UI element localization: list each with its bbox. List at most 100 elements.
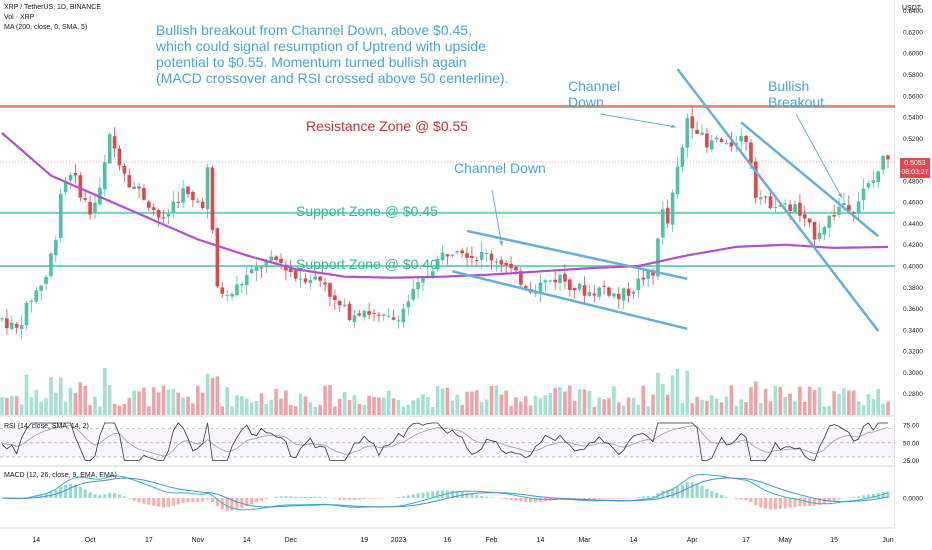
volume-bar [426,397,430,415]
volume-bar [382,397,386,415]
macd-histogram-bar [832,498,836,501]
candle-body [729,142,734,147]
volume-bar [680,403,685,415]
candle-body [421,278,425,283]
macd-histogram-bar [108,492,112,498]
candle-body [166,213,171,217]
volume-bar [88,405,92,415]
volume-bar [749,387,753,415]
volume-bar [377,397,381,415]
candle-body [156,209,161,218]
macd-histogram-bar [367,498,371,499]
price-tick-label: 0.4400 [903,221,923,228]
macd-histogram-bar [886,491,890,498]
candle-body [636,278,641,291]
macd-histogram-bar [519,498,523,502]
volume-bar [763,388,768,415]
price-tick-label: 0.3000 [903,370,923,377]
volume-bar [367,395,371,415]
volume-bar [690,403,694,415]
macd-histogram-bar [861,495,866,498]
volume-bar [631,397,636,415]
volume-bar [504,390,508,415]
volume-bar [807,386,812,415]
candle-body [494,261,499,263]
macd-histogram-bar [352,498,357,501]
volume-bar [34,389,39,415]
macd-histogram-bar [225,498,229,511]
macd-histogram-bar [406,495,410,498]
volume-bar [724,396,729,415]
volume-bar [847,390,851,415]
candle-body [293,270,298,279]
macd-histogram-bar [152,498,156,506]
bullish-breakout-label: Bullish Breakout [768,78,825,110]
candle-body [641,277,646,280]
resistance-zone-line [0,104,895,108]
macd-histogram-bar [137,498,141,503]
candle-body [298,278,303,280]
analysis-note: Bullish breakout from Channel Down, abov… [156,22,509,86]
macd-histogram-bar [333,498,337,499]
volume-bar [445,387,450,415]
candle-body [514,266,518,271]
macd-histogram-bar [695,483,699,498]
rsi-legend: RSI (14, close, SMA, 14, 2) [4,423,89,430]
candle-body [249,269,254,274]
candle-body [303,278,308,283]
volume-bar [249,402,254,415]
macd-histogram-bar [440,490,445,498]
macd-histogram-bar [343,498,347,500]
candle-body [807,218,812,223]
volume-bar [758,402,763,415]
candle-body [680,147,685,168]
candle-body [685,118,690,148]
macd-histogram-bar [235,498,239,510]
volume-bar [484,399,489,415]
volume-bar [661,384,665,415]
candle-body [127,175,132,188]
volume-bar [142,387,146,415]
macd-histogram-bar [587,498,592,500]
price-tick-label: 0.3200 [903,349,923,356]
macd-histogram-bar [812,498,817,506]
volume-bar [621,405,626,415]
price-tick-label: 0.4600 [903,200,923,207]
volume-bar [705,400,709,415]
volume-bar [577,389,582,415]
volume-bar [200,392,205,415]
macd-histogram-bar [83,489,87,498]
volume-bar [421,394,425,415]
candle-body [758,197,763,200]
macd-histogram-bar [201,498,205,502]
candle-body [788,204,792,211]
candle-body [225,294,229,296]
volume-bar [240,396,244,415]
time-axis-label: Jun [882,537,893,544]
support-zone-line [0,265,895,268]
macd-histogram-bar [259,498,264,501]
macd-histogram-bar [181,498,185,504]
macd-histogram-bar [426,491,430,498]
candle-body [538,282,543,293]
macd-histogram-bar [724,496,729,498]
candle-body [181,188,185,203]
volume-bar [773,386,778,415]
volume-bar [460,404,464,415]
volume-bar [509,406,513,415]
macd-histogram-bar [166,498,171,508]
candle-body [328,282,332,297]
macd-histogram-bar [857,496,861,498]
candle-body [768,196,773,209]
candle-body [186,186,190,195]
candle-body [377,314,381,316]
rsi-tick-label: 25.00 [903,458,920,465]
volume-bar [607,398,611,415]
macd-histogram-bar [837,498,841,500]
macd-histogram-bar [303,496,308,498]
candle-body [651,271,655,276]
volume-bar [837,393,841,415]
macd-histogram-bar [533,498,538,503]
volume-bar [798,386,802,415]
price-tick-label: 0.4000 [903,264,923,271]
